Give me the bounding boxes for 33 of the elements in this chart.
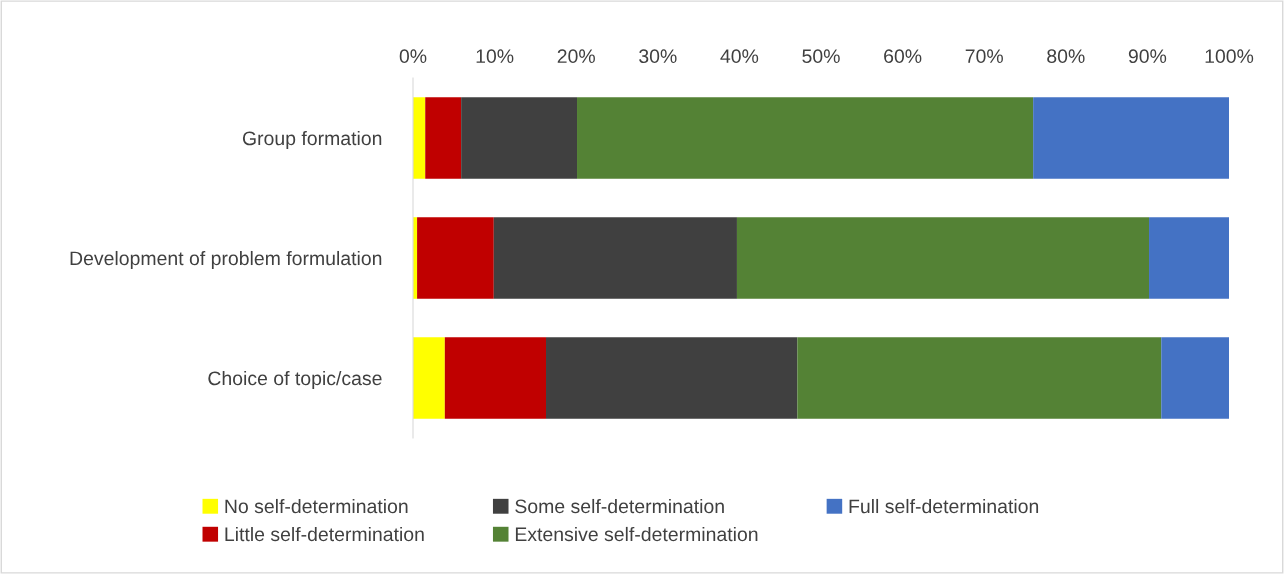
bar — [425, 97, 462, 179]
bar — [417, 217, 494, 299]
bar — [577, 97, 1034, 179]
bar — [1161, 337, 1229, 419]
bar — [546, 337, 798, 419]
x-tick-label: 70% — [965, 49, 1003, 64]
x-tick-label: 20% — [557, 49, 595, 64]
legend-label: Some self-determination — [515, 498, 724, 514]
y-tick-label: Choice of topic/case — [208, 370, 382, 390]
x-tick-label: 0% — [399, 49, 427, 64]
legend-label: Full self-determination — [849, 498, 1039, 514]
y-tick-label: Development of problem formulation — [70, 250, 382, 270]
legend-label: Extensive self-determination — [515, 526, 758, 542]
x-tick-label: 10% — [476, 49, 514, 64]
x-tick-label: 100% — [1205, 49, 1254, 64]
bar — [461, 97, 578, 179]
bar — [444, 337, 547, 419]
bar — [1033, 97, 1229, 179]
bar — [797, 337, 1162, 419]
x-tick-label: 80% — [1047, 49, 1085, 64]
x-tick-label: 30% — [639, 49, 677, 64]
y-tick-label: Group formation — [242, 130, 382, 150]
bar — [736, 217, 1150, 299]
x-tick-label: 50% — [802, 49, 840, 64]
bar — [413, 97, 426, 179]
x-tick-label: 60% — [884, 49, 922, 64]
bar — [413, 337, 445, 419]
bar — [493, 217, 737, 299]
legend-label: No self-determination — [225, 498, 408, 514]
x-tick-label: 90% — [1128, 49, 1167, 64]
legend-label: Little self-determination — [225, 526, 424, 542]
bar — [1149, 217, 1229, 299]
x-tick-label: 40% — [720, 49, 759, 64]
